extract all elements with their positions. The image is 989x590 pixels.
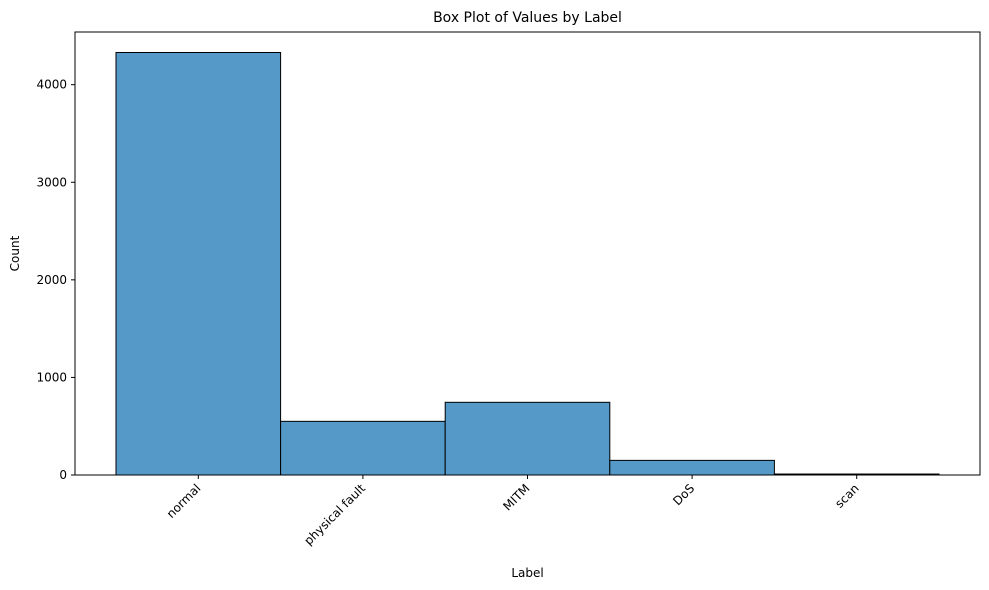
x-tick-label: DoS xyxy=(670,481,697,508)
bars xyxy=(115,51,940,476)
x-tick-label: scan xyxy=(832,481,862,511)
x-axis: normal physical fault MITM DoS scan xyxy=(164,475,862,548)
bar-normal xyxy=(115,51,282,476)
y-tick-label: 0 xyxy=(59,468,67,482)
y-tick-label: 4000 xyxy=(36,78,67,92)
y-tick-label: 3000 xyxy=(36,175,67,189)
bar-physical-fault xyxy=(280,420,446,476)
chart-title: Box Plot of Values by Label xyxy=(433,10,622,26)
x-tick-label: normal xyxy=(164,481,204,521)
y-tick-label: 1000 xyxy=(36,370,67,384)
bar-dos xyxy=(609,459,775,476)
x-axis-label: Label xyxy=(511,566,543,580)
plot-frame xyxy=(74,31,981,476)
y-axis: 0 1000 2000 3000 4000 xyxy=(36,78,75,482)
x-tick-label: physical fault xyxy=(301,481,368,548)
bar-mitm xyxy=(444,401,611,476)
x-tick-label: MITM xyxy=(500,481,532,513)
y-axis-label: Count xyxy=(8,235,22,271)
y-tick-label: 2000 xyxy=(36,273,67,287)
